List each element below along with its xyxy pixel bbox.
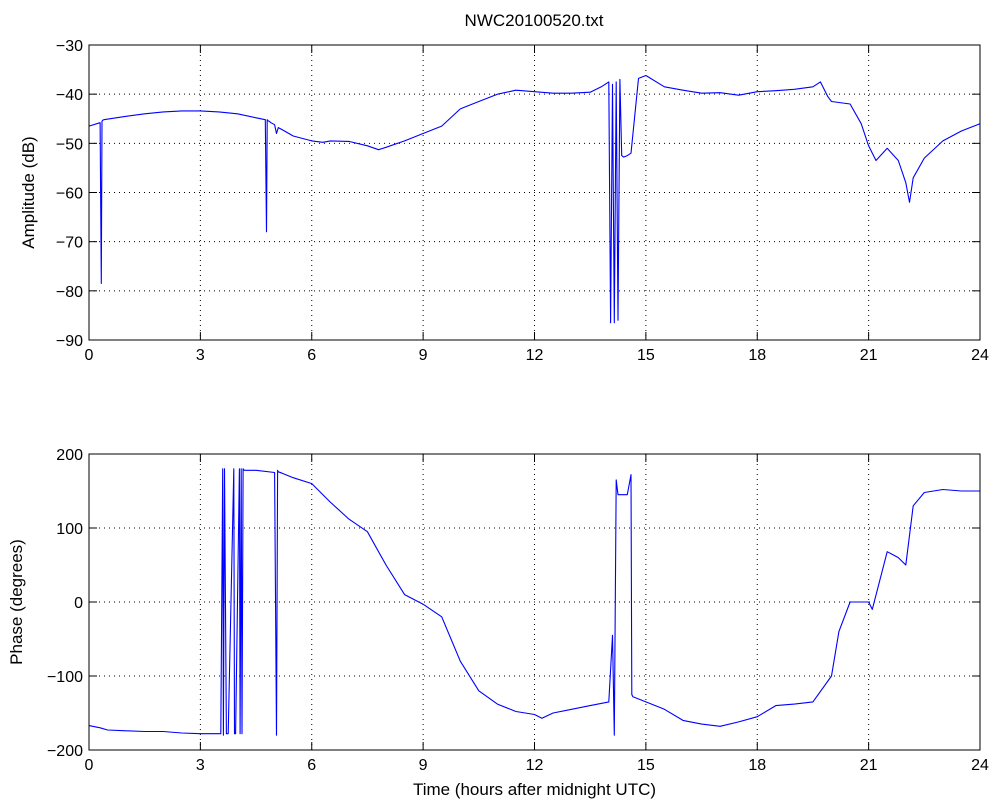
amplitude-y-axis-label: Amplitude (dB) [19,136,38,248]
phase-x-tick-label: 3 [196,757,205,774]
phase-y-tick-label: 0 [74,595,83,612]
phase-y-tick-label: −200 [47,743,83,760]
phase-y-axis-label: Phase (degrees) [7,539,26,665]
amplitude-x-tick-label: 3 [196,347,205,364]
phase-x-tick-label: 6 [307,757,316,774]
amplitude-y-tick-label: −70 [56,235,83,252]
phase-y-tick-label: 100 [56,521,83,538]
amplitude-x-tick-label: 0 [85,347,94,364]
amplitude-x-tick-label: 21 [860,347,878,364]
phase-x-tick-label: 21 [860,757,878,774]
amplitude-x-tick-label: 24 [971,347,989,364]
amplitude-x-tick-label: 12 [526,347,544,364]
phase-x-axis-label: Time (hours after midnight UTC) [413,780,656,799]
amplitude-y-tick-label: −40 [56,87,83,104]
phase-y-tick-label: 200 [56,447,83,464]
amplitude-plot: 0 3 6 9 12 15 18 21 24 −90 −80 −70 −60 −50 −40 −30 Ampli… [19,38,989,364]
amplitude-series-line [88,74,981,324]
phase-x-tick-label: 9 [419,757,428,774]
amplitude-x-tick-label: 6 [307,347,316,364]
amplitude-x-tick-label: 15 [637,347,655,364]
amplitude-y-tick-label: −50 [56,136,83,153]
figure-title: NWC20100520.txt [465,11,604,30]
amplitude-y-tick-label: −80 [56,284,83,301]
amplitude-y-tick-label: −60 [56,186,83,203]
amplitude-y-tick-label: −90 [56,333,83,350]
phase-x-tick-label: 15 [637,757,655,774]
amplitude-y-tick-label: −30 [56,38,83,55]
amplitude-x-tick-label: 9 [419,347,428,364]
phase-x-tick-label: 12 [526,757,544,774]
phase-y-tick-label: −100 [47,669,83,686]
phase-series-line [88,468,980,736]
amplitude-x-tick-label: 18 [748,347,766,364]
phase-x-tick-label: 18 [748,757,766,774]
phase-x-tick-label: 24 [971,757,989,774]
phase-plot: 0 3 6 9 12 15 18 21 24 −200 −100 0 100 200 Phase (degr… [7,447,989,799]
phase-x-tick-label: 0 [85,757,94,774]
